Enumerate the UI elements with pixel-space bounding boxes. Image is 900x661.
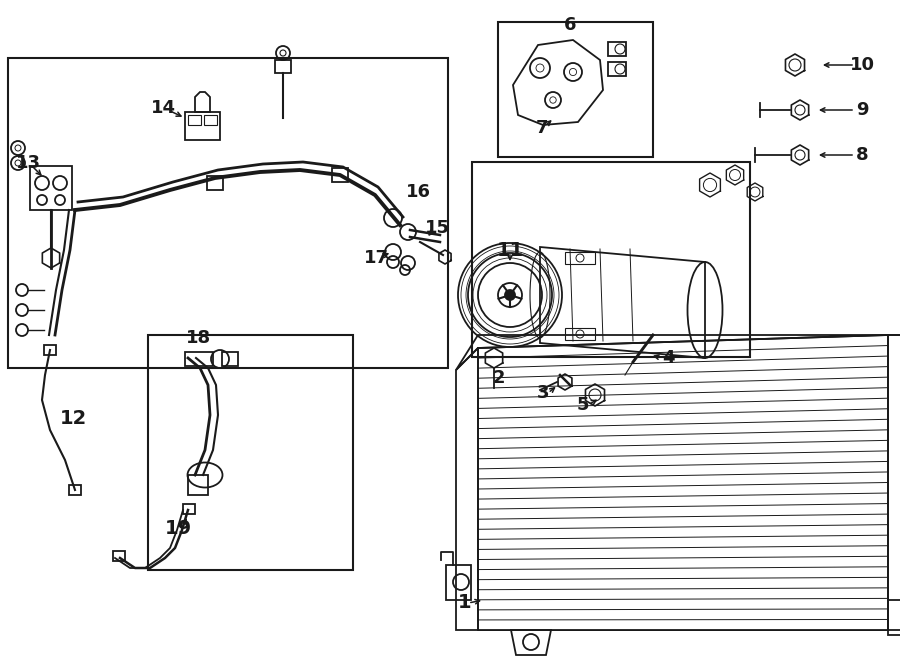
Text: 9: 9: [856, 101, 868, 119]
Text: 8: 8: [856, 146, 868, 164]
Circle shape: [505, 290, 515, 300]
Bar: [188, 475, 208, 495]
Text: 16: 16: [406, 183, 430, 201]
Text: 3: 3: [536, 384, 549, 402]
Text: 6: 6: [563, 16, 576, 34]
Bar: [565, 328, 595, 340]
Bar: [498, 22, 653, 157]
Bar: [148, 335, 353, 570]
Bar: [888, 335, 900, 635]
Text: 18: 18: [185, 329, 211, 347]
Bar: [608, 42, 626, 56]
Bar: [565, 252, 595, 264]
Text: 10: 10: [850, 56, 875, 74]
Bar: [44, 345, 56, 355]
Bar: [69, 485, 81, 495]
Bar: [113, 551, 125, 561]
Text: 11: 11: [497, 241, 524, 260]
Text: 13: 13: [15, 154, 40, 172]
Bar: [8, 58, 448, 368]
Text: 2: 2: [493, 369, 505, 387]
Text: 17: 17: [364, 249, 389, 267]
Bar: [185, 352, 213, 366]
Bar: [888, 600, 900, 630]
Text: 19: 19: [165, 518, 192, 537]
Bar: [332, 168, 348, 182]
Text: 4: 4: [662, 349, 674, 367]
Bar: [608, 62, 626, 76]
Text: 7: 7: [536, 119, 548, 137]
Bar: [188, 115, 201, 125]
Text: 15: 15: [425, 219, 449, 237]
Bar: [222, 352, 238, 366]
Bar: [207, 176, 223, 190]
Text: 14: 14: [150, 99, 176, 117]
Bar: [204, 115, 217, 125]
Text: 1: 1: [458, 594, 472, 613]
Bar: [185, 112, 220, 140]
Bar: [472, 162, 750, 357]
Text: 12: 12: [59, 408, 86, 428]
Text: 5: 5: [577, 396, 590, 414]
Bar: [183, 504, 195, 514]
Bar: [275, 60, 291, 73]
